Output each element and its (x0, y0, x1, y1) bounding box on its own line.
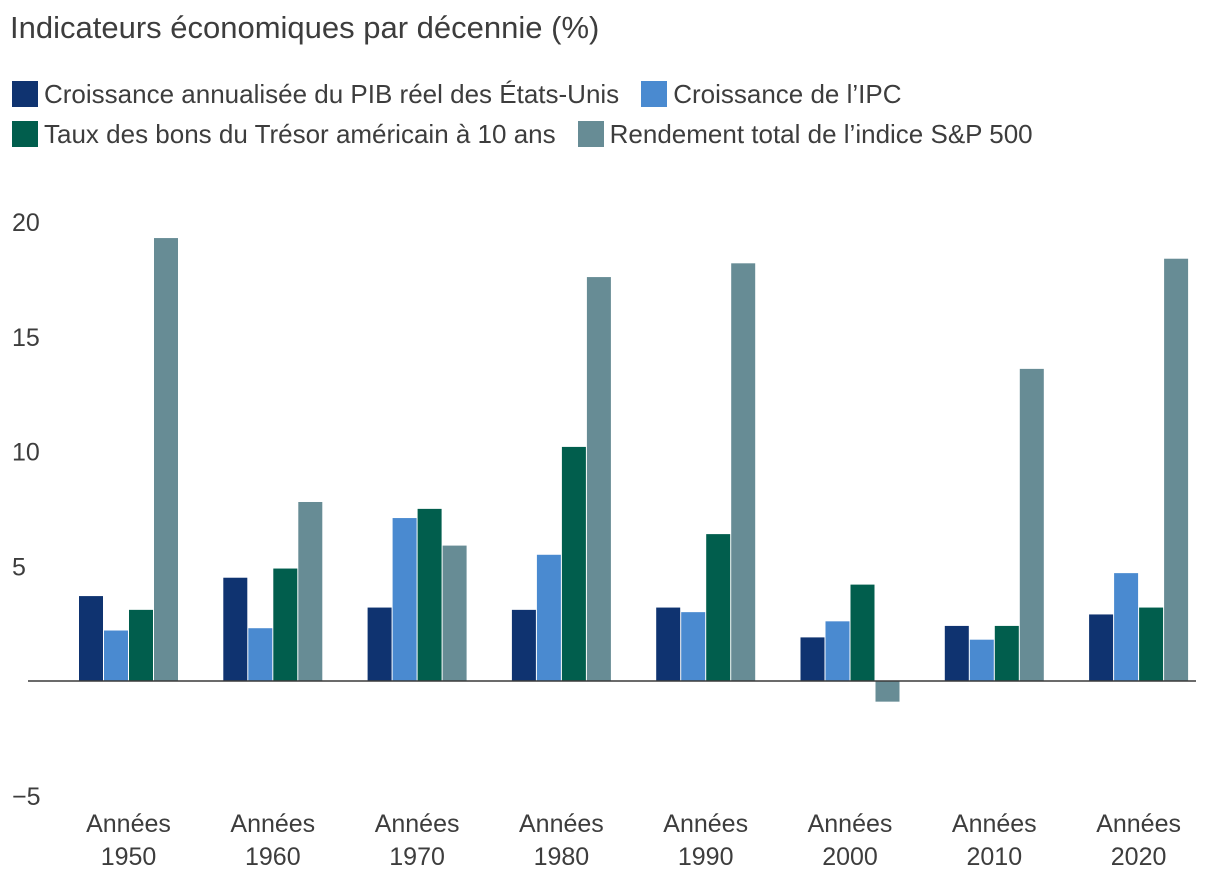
chart-title: Indicateurs économiques par décennie (%) (10, 10, 600, 45)
bar (656, 607, 681, 681)
bar (442, 545, 467, 681)
bar (731, 263, 756, 681)
bar (561, 446, 586, 681)
legend-swatch-sp500 (577, 121, 604, 147)
bar (875, 681, 900, 702)
legend-label-gdp: Croissance annualisée du PIB réel des Ét… (44, 78, 620, 109)
x-category-label-line1: Années (230, 810, 315, 838)
bar (1139, 607, 1164, 681)
bar (223, 577, 248, 681)
bar (511, 609, 536, 681)
legend-item-cpi: Croissance de l’IPC (641, 78, 902, 110)
x-category-label-line2: 2010 (966, 843, 1022, 871)
x-category-label-line1: Années (663, 810, 748, 838)
x-category-label-line2: 2000 (822, 843, 878, 871)
bar (1019, 368, 1044, 681)
y-tick-label: 15 (12, 324, 40, 352)
bar (1089, 614, 1114, 681)
bar (586, 277, 611, 681)
bar (367, 607, 392, 681)
y-tick-label: 20 (12, 209, 40, 237)
x-category-label-line2: 2020 (1111, 843, 1167, 871)
bar (298, 501, 323, 681)
bar (1114, 573, 1139, 681)
legend-row-2: Taux des bons du Trésor américain à 10 a… (12, 114, 1212, 154)
legend-label-sp500: Rendement total de l’indice S&P 500 (609, 118, 1033, 149)
bar (944, 625, 969, 681)
x-category-label-line1: Années (1096, 810, 1181, 838)
bar (536, 554, 561, 681)
x-category-label-line2: 1950 (101, 843, 157, 871)
x-category-label-line2: 1980 (534, 843, 590, 871)
bar (1164, 258, 1189, 681)
legend-item-sp500: Rendement total de l’indice S&P 500 (577, 118, 1033, 150)
bar (969, 639, 994, 681)
bar (273, 568, 298, 681)
bar (104, 630, 128, 681)
legend-swatch-gdp (12, 81, 38, 107)
bar (681, 612, 706, 681)
bar (392, 518, 417, 681)
bar (248, 628, 273, 681)
legend-item-gdp: Croissance annualisée du PIB réel des Ét… (12, 79, 619, 110)
bar (825, 621, 850, 681)
x-category-label-line2: 1970 (389, 843, 445, 871)
legend: Croissance annualisée du PIB réel des Ét… (12, 74, 1212, 154)
bar (800, 637, 825, 681)
x-category-label-line2: 1990 (678, 843, 734, 871)
legend-row-1: Croissance annualisée du PIB réel des Ét… (12, 74, 1212, 114)
legend-swatch-cpi (641, 81, 668, 107)
bar (154, 238, 178, 681)
bar (850, 584, 875, 681)
x-category-label-line1: Années (375, 810, 460, 838)
x-category-label-line1: Années (808, 810, 893, 838)
legend-label-cpi: Croissance de l’IPC (673, 78, 902, 109)
x-category-label-line1: Années (86, 810, 171, 838)
legend-item-treasury: Taux des bons du Trésor américain à 10 a… (12, 119, 556, 150)
x-category-label-line1: Années (519, 810, 604, 838)
bar (994, 625, 1019, 681)
y-tick-label: 10 (12, 439, 40, 467)
x-category-label-line1: Années (952, 810, 1037, 838)
x-category-label-line2: 1960 (245, 843, 301, 871)
legend-swatch-treasury (12, 121, 38, 147)
y-tick-label: 5 (12, 553, 26, 581)
bar (79, 596, 103, 681)
bar (706, 534, 731, 681)
bar (417, 508, 442, 681)
y-tick-label: −5 (12, 783, 41, 811)
legend-label-treasury: Taux des bons du Trésor américain à 10 a… (44, 118, 556, 149)
bar (129, 609, 153, 681)
